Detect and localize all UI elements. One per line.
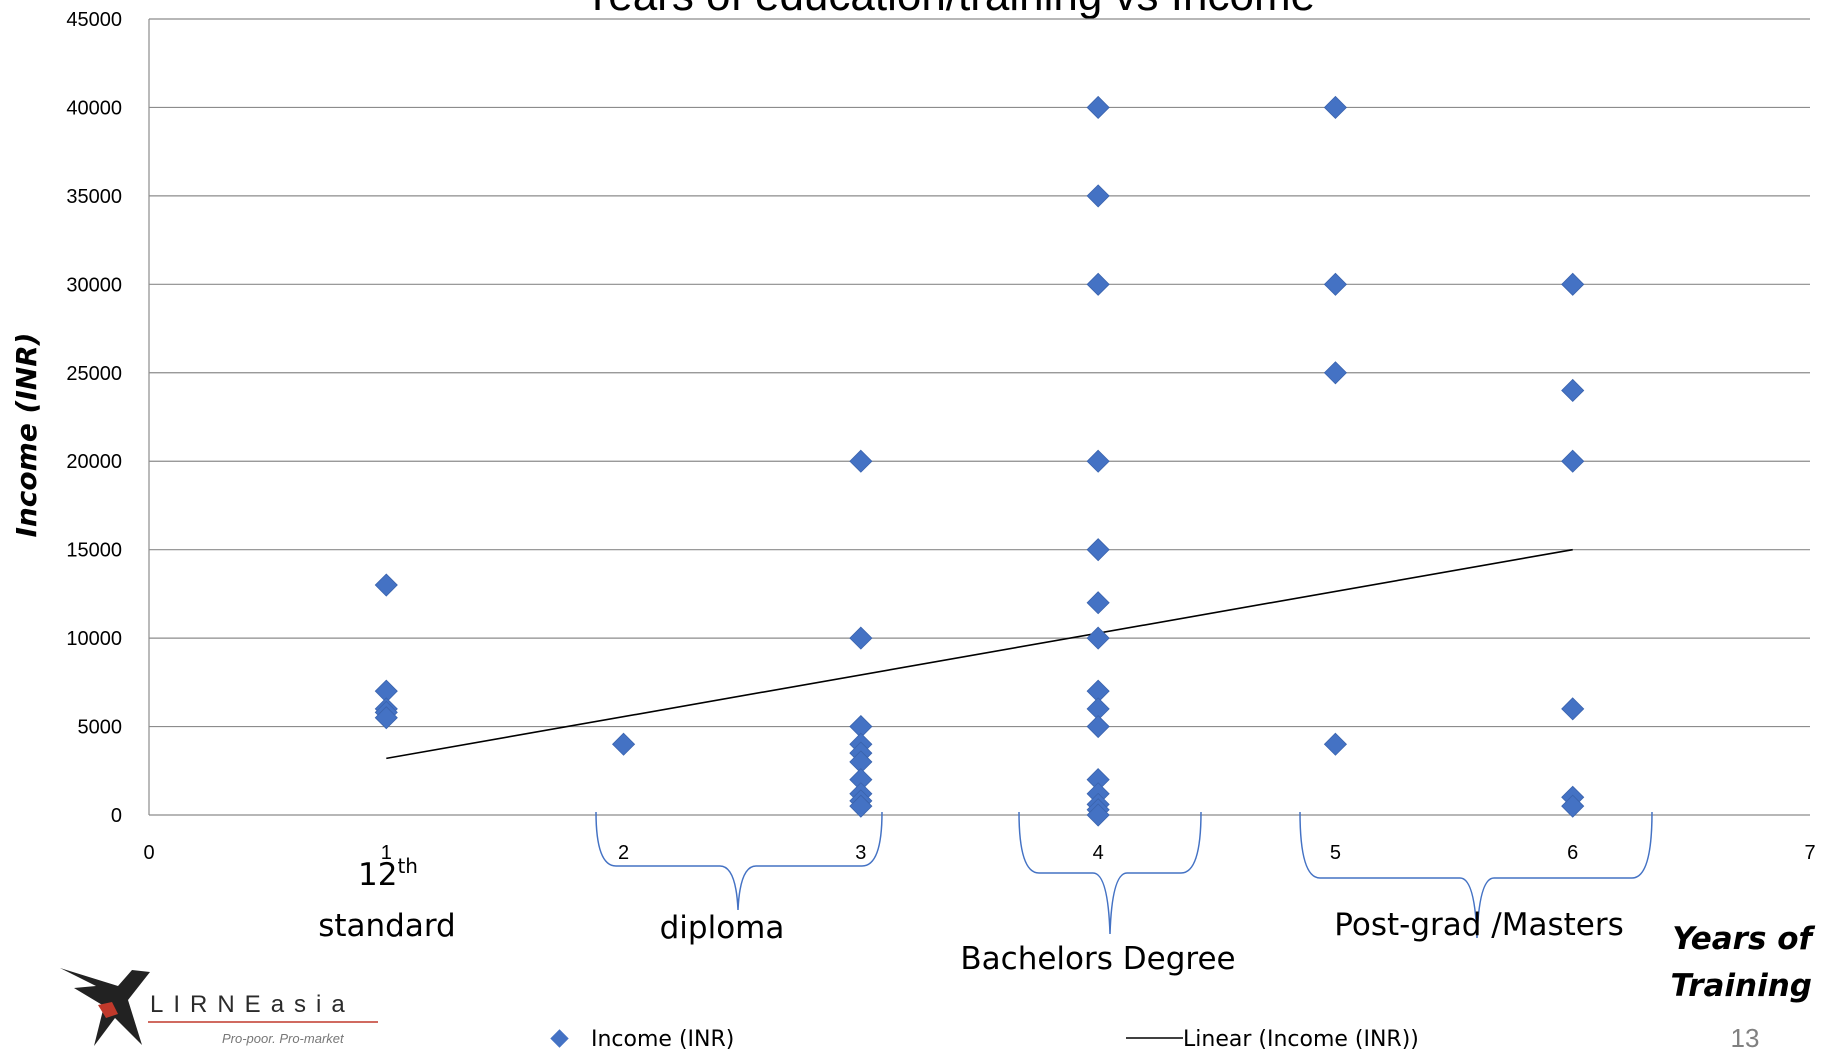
- y-tick-20000: 20000: [66, 451, 122, 473]
- data-point-24: [1086, 714, 1110, 739]
- trendline: [386, 548, 1573, 760]
- gridlines: [148, 18, 1810, 816]
- annotation-bachelors: Bachelors Degree: [960, 941, 1235, 977]
- x-axis-label-line1: Years of: [1672, 921, 1815, 957]
- data-point-18: [1086, 272, 1110, 296]
- logo-wordmark: LIRNEasia: [150, 991, 355, 1018]
- legend-marker-income: [550, 1029, 569, 1048]
- data-point-31: [1323, 95, 1347, 120]
- annotation-standard: standard: [318, 908, 456, 944]
- data-point-7: [849, 626, 873, 650]
- y-tick-35000: 35000: [66, 186, 122, 208]
- data-point-5: [612, 732, 636, 756]
- data-point-6: [849, 449, 873, 473]
- data-point-30: [1086, 449, 1110, 473]
- data-point-16: [1086, 95, 1110, 120]
- y-axis-label: Income (INR): [10, 332, 43, 537]
- brace-bachelors: [1018, 811, 1202, 935]
- data-point-17: [1086, 184, 1110, 208]
- data-point-36: [1561, 378, 1585, 403]
- y-tick-10000: 10000: [66, 628, 122, 650]
- lirneasia-logo: LIRNEasia Pro-poor. Pro-market: [60, 968, 378, 1046]
- data-point-0: [374, 573, 398, 597]
- data-point-20: [1086, 591, 1110, 615]
- logo-tagline: Pro-poor. Pro-market: [222, 1031, 345, 1046]
- data-point-29: [1086, 803, 1110, 827]
- data-point-19: [1086, 538, 1110, 562]
- y-tick-40000: 40000: [66, 97, 122, 119]
- x-tick-4: 4: [1093, 842, 1104, 864]
- logo-bird-highlight: [98, 1002, 118, 1018]
- brace-postgrad: [1299, 811, 1653, 939]
- data-point-21: [1086, 626, 1110, 650]
- y-tick-15000: 15000: [66, 540, 122, 562]
- y-tick-5000: 5000: [78, 717, 123, 739]
- x-tick-labels: 0 1 2 3 4 5 6 7: [143, 842, 1815, 864]
- brace-diploma: [595, 811, 883, 911]
- x-tick-6: 6: [1567, 842, 1578, 864]
- data-point-32: [1323, 272, 1347, 296]
- x-tick-2: 2: [618, 842, 629, 864]
- trendline-layer: [386, 548, 1573, 760]
- data-point-4: [374, 706, 398, 730]
- data-point-38: [1561, 697, 1585, 721]
- data-point-40: [1561, 794, 1585, 818]
- x-axis-label-line2: Training: [1670, 968, 1812, 1004]
- y-tick-30000: 30000: [66, 274, 122, 296]
- y-tick-0: 0: [111, 805, 122, 827]
- legend-label-income: Income (INR): [591, 1027, 734, 1052]
- x-tick-7: 7: [1804, 842, 1815, 864]
- data-points: [374, 95, 1585, 827]
- page-number: 13: [1731, 1023, 1760, 1053]
- legend: Income (INR) Linear (Income (INR)): [550, 1027, 1419, 1052]
- data-point-33: [1323, 361, 1347, 385]
- data-point-15: [849, 794, 873, 818]
- x-tick-5: 5: [1330, 842, 1341, 864]
- y-tick-25000: 25000: [66, 363, 122, 385]
- x-tick-3: 3: [855, 842, 866, 864]
- chart-title: Years of education/training vs Income: [583, 0, 1315, 20]
- data-point-35: [1561, 272, 1585, 296]
- data-point-34: [1323, 732, 1347, 756]
- y-tick-labels: 0 5000 10000 15000 20000 25000 30000 35000 40000…: [66, 9, 122, 827]
- x-tick-0: 0: [143, 842, 154, 864]
- x-tick-1: 1: [381, 842, 392, 864]
- annotation-diploma: diploma: [660, 910, 785, 946]
- y-tick-45000: 45000: [66, 9, 122, 31]
- annotation-12th: 12th: [358, 854, 418, 893]
- legend-label-linear: Linear (Income (INR)): [1183, 1027, 1419, 1052]
- data-point-37: [1561, 449, 1585, 473]
- annotation-postgrad: Post-grad /Masters: [1334, 907, 1623, 943]
